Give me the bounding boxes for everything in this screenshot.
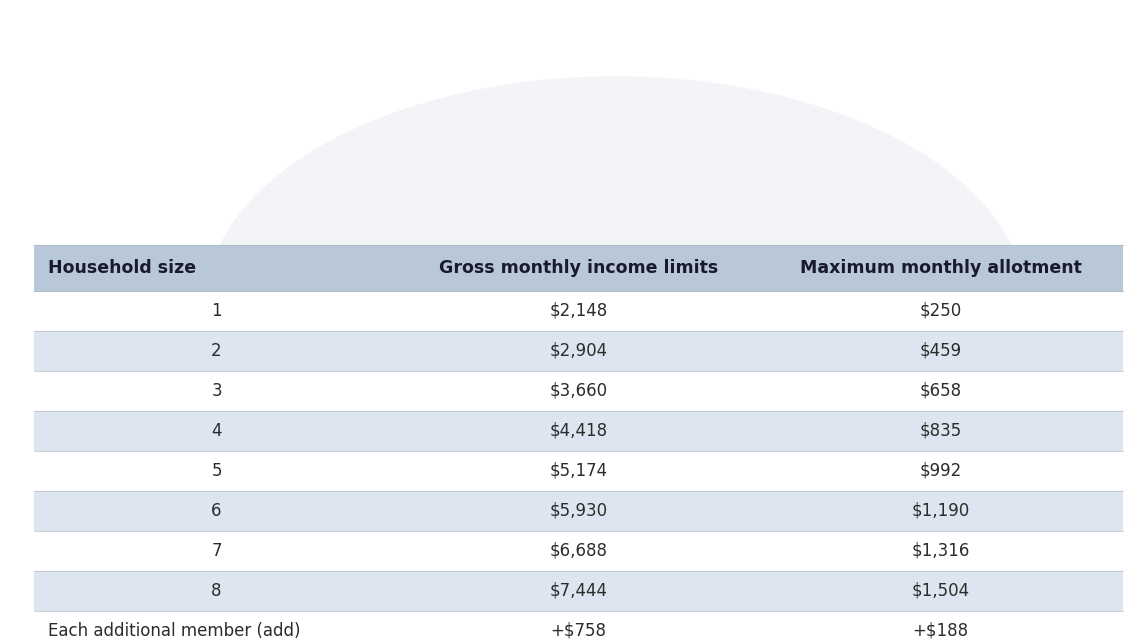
- FancyBboxPatch shape: [34, 571, 1123, 611]
- Text: $1,504: $1,504: [912, 582, 970, 600]
- Circle shape: [148, 381, 650, 641]
- Circle shape: [205, 76, 1026, 534]
- Text: 7: 7: [211, 542, 222, 560]
- Text: Household size: Household size: [48, 258, 196, 277]
- FancyBboxPatch shape: [34, 451, 1123, 491]
- FancyBboxPatch shape: [34, 331, 1123, 370]
- Text: $1,316: $1,316: [911, 542, 970, 560]
- Text: 8: 8: [211, 582, 222, 600]
- FancyBboxPatch shape: [34, 531, 1123, 571]
- FancyBboxPatch shape: [34, 370, 1123, 411]
- Text: $835: $835: [920, 422, 962, 440]
- Text: Gross monthly income limits: Gross monthly income limits: [439, 258, 718, 277]
- Text: +$188: +$188: [912, 622, 969, 640]
- Text: $4,418: $4,418: [549, 422, 608, 440]
- Text: $7,444: $7,444: [549, 582, 608, 600]
- Text: $5,174: $5,174: [549, 462, 608, 479]
- Text: $992: $992: [920, 462, 962, 479]
- Text: $2,148: $2,148: [549, 301, 608, 320]
- Text: Each additional member (add): Each additional member (add): [48, 622, 300, 640]
- Text: 4: 4: [211, 422, 222, 440]
- Text: 3: 3: [211, 381, 222, 399]
- Text: $6,688: $6,688: [549, 542, 608, 560]
- Text: $250: $250: [920, 301, 962, 320]
- FancyBboxPatch shape: [34, 411, 1123, 451]
- FancyBboxPatch shape: [34, 290, 1123, 331]
- Text: 6: 6: [211, 502, 222, 520]
- Text: $5,930: $5,930: [549, 502, 608, 520]
- Text: Maximum monthly allotment: Maximum monthly allotment: [799, 258, 1082, 277]
- Text: $658: $658: [920, 381, 962, 399]
- Text: +$758: +$758: [551, 622, 606, 640]
- Text: $2,904: $2,904: [549, 342, 608, 360]
- Text: 2: 2: [211, 342, 222, 360]
- Text: $3,660: $3,660: [549, 381, 608, 399]
- FancyBboxPatch shape: [34, 611, 1123, 641]
- Text: $1,190: $1,190: [911, 502, 970, 520]
- FancyBboxPatch shape: [34, 491, 1123, 531]
- Text: 1: 1: [211, 301, 222, 320]
- Text: $459: $459: [920, 342, 962, 360]
- FancyBboxPatch shape: [34, 245, 1123, 290]
- Text: 5: 5: [211, 462, 222, 479]
